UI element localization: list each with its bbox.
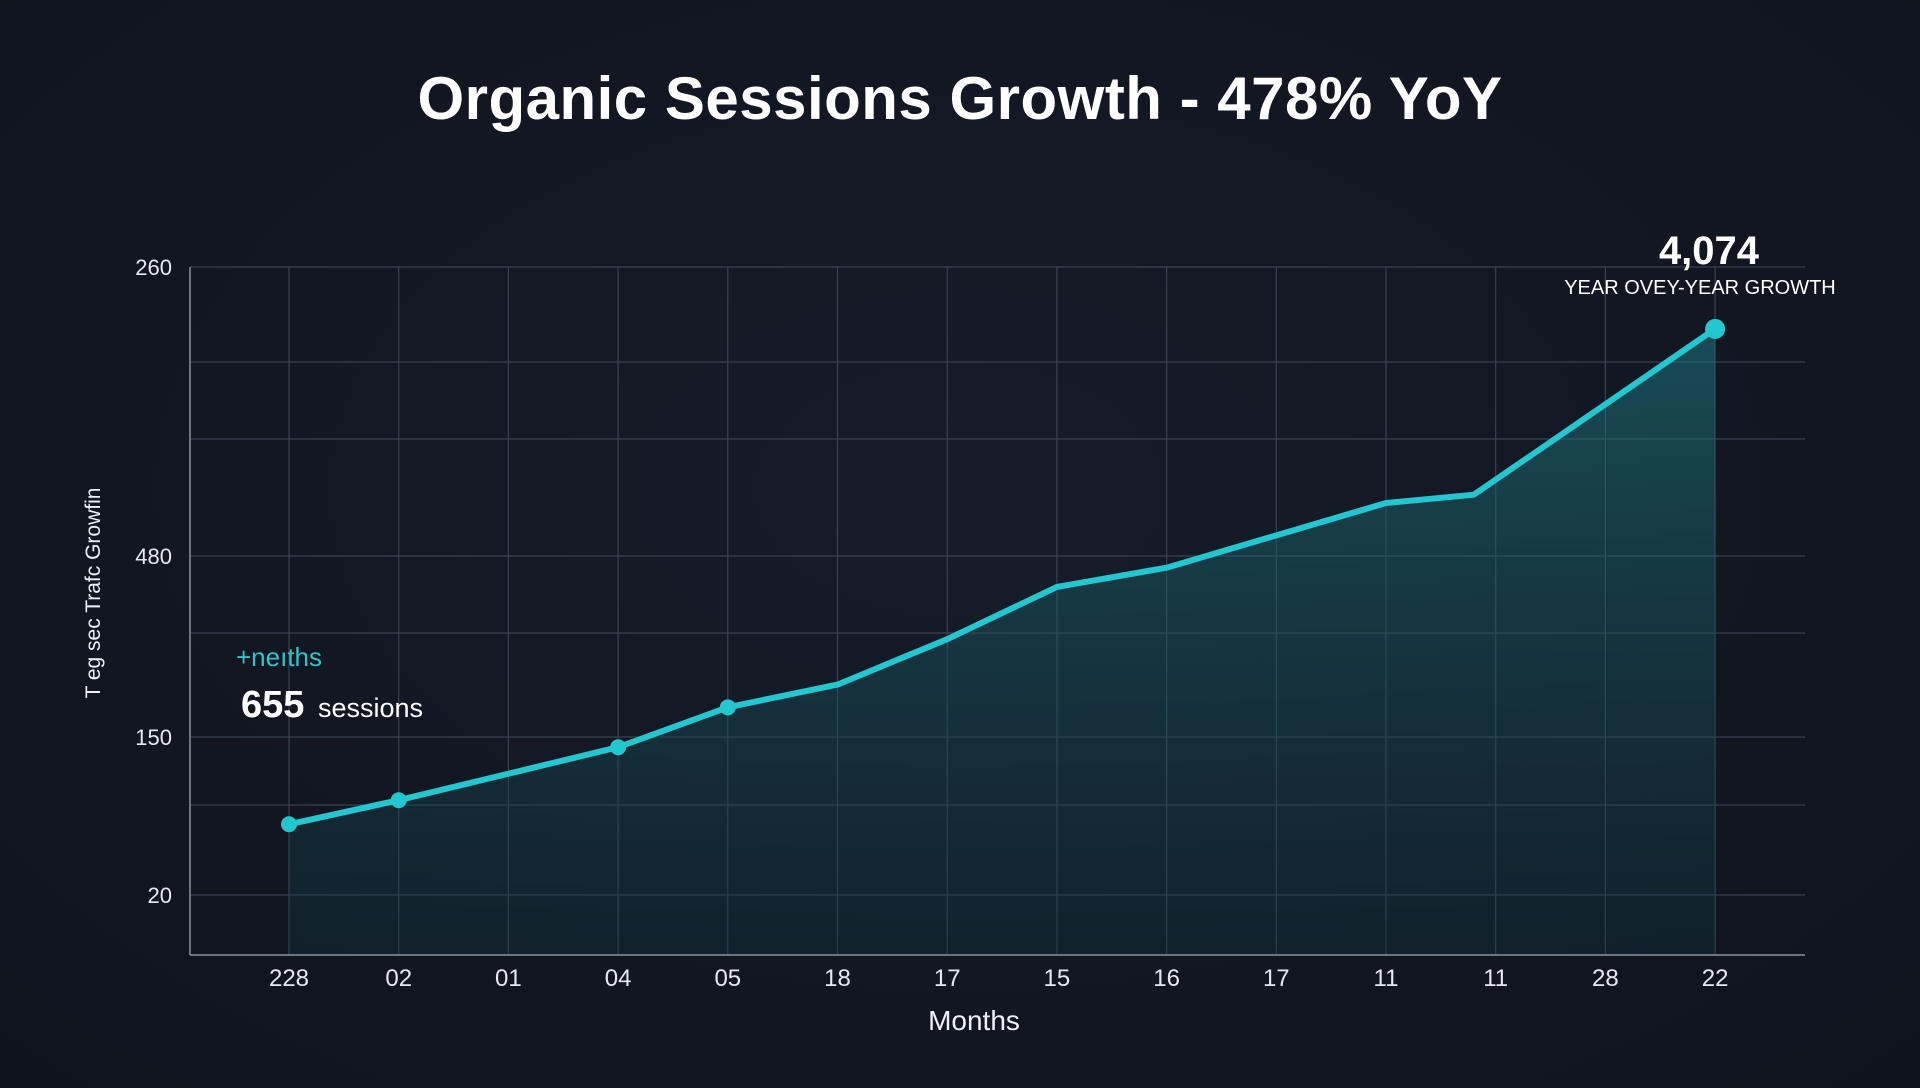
x-tick-label: 18 [824,965,851,992]
x-tick-label: 228 [269,965,309,992]
series-line [286,325,1719,828]
x-tick-label: 16 [1153,965,1180,992]
y-tick-label: 260 [135,255,172,280]
x-tick-label: 17 [1263,965,1290,992]
axis-layer [189,267,1805,956]
growth-callout-label: YEAR OVEY-YEAR GROWTH [1564,277,1836,299]
data-point-marker [281,816,297,833]
line-layer [286,325,1719,828]
growth-callout-value: 4,074 [1659,229,1760,273]
data-point-marker [390,792,407,809]
y-tick-label: 20 [148,883,172,908]
data-point-marker [1705,318,1726,339]
x-tick-label: 22 [1702,965,1729,992]
data-point-marker [719,699,736,716]
sessions-note-label: +neıths [236,642,322,672]
label-layer: 260 480 150 20 228 02 01 04 05 18 17 15 16 17 11 11 28 22… [82,229,1836,1036]
x-tick-label: 04 [605,965,632,992]
y-axis-title: T eg sec Trafc Growfin [82,488,105,699]
series-area-fill [289,328,1716,955]
y-tick-label: 480 [135,544,172,569]
x-tick-label: 05 [714,965,741,992]
area-layer [289,328,1716,955]
x-tick-label: 11 [1483,965,1508,992]
y-tick-label: 150 [135,725,172,750]
sessions-note-value: 655 [241,684,304,726]
chart-title: Organic Sessions Growth - 478% YoY [417,65,1503,132]
x-tick-label: 15 [1044,965,1071,992]
sessions-note-unit: sessions [318,693,423,723]
x-tick-label: 01 [495,965,522,992]
x-tick-label: 11 [1374,965,1399,992]
data-point-marker [610,739,627,756]
x-tick-label: 28 [1592,965,1619,992]
x-tick-label: 02 [385,965,412,992]
x-axis-title: Months [928,1005,1020,1036]
marker-layer [281,318,1726,833]
x-tick-label: 17 [934,965,961,992]
